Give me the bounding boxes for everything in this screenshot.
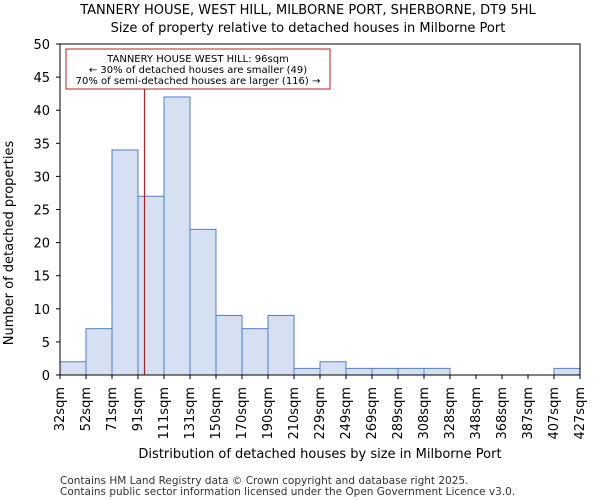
annotation-line-2: ← 30% of detached houses are smaller (49… — [89, 65, 307, 76]
x-ticks-group: 32sqm 52sqm 71sqm 91sqm 111sqm 131sqm 150sqm 17… — [53, 375, 588, 440]
footer-line-2: Contains public sector information licen… — [60, 486, 515, 498]
annotation-line-3: 70% of semi-detached houses are larger (… — [76, 76, 321, 87]
bar-71sqm — [111, 149, 139, 376]
y-tick-label: 5 — [42, 336, 50, 351]
bar-407sqm — [553, 367, 581, 376]
x-tick-label: 289sqm — [391, 387, 406, 440]
y-axis-label: Number of detached properties — [2, 141, 17, 346]
bar-91sqm — [137, 195, 165, 376]
bar-32sqm — [59, 361, 87, 376]
annotation-box — [65, 48, 331, 90]
bar-131sqm — [189, 228, 217, 376]
x-tick-label: 111sqm — [157, 387, 172, 440]
y-tick-label: 50 — [33, 38, 50, 53]
chart-subtitle: Size of property relative to detached ho… — [111, 21, 506, 36]
bar-308sqm — [423, 367, 451, 376]
bar-249sqm — [345, 367, 373, 376]
bar-229sqm — [319, 361, 347, 376]
x-tick-label: 190sqm — [261, 387, 276, 440]
bar-210sqm — [293, 367, 321, 376]
x-tick-label: 91sqm — [131, 387, 146, 431]
annotation-line-1: TANNERY HOUSE WEST HILL: 96sqm — [106, 54, 289, 65]
x-tick-label: 427sqm — [573, 387, 588, 440]
x-tick-label: 407sqm — [547, 387, 562, 440]
y-tick-label: 15 — [33, 270, 50, 285]
x-tick-label: 249sqm — [339, 387, 354, 440]
y-ticks-group: 0 5 10 15 20 25 30 35 40 45 50 — [33, 38, 60, 384]
x-tick-label: 229sqm — [313, 387, 328, 440]
y-tick-label: 10 — [33, 303, 50, 318]
chart-title: TANNERY HOUSE, WEST HILL, MILBORNE PORT,… — [79, 3, 536, 18]
x-tick-label: 368sqm — [495, 387, 510, 440]
x-tick-label: 150sqm — [209, 387, 224, 440]
x-tick-label: 71sqm — [105, 387, 120, 431]
plot-frame — [59, 43, 581, 376]
bar-150sqm — [215, 314, 243, 376]
x-tick-label: 210sqm — [287, 387, 302, 440]
y-tick-label: 45 — [33, 71, 50, 86]
y-tick-label: 30 — [33, 170, 50, 185]
footer-line-1: Contains HM Land Registry data © Crown c… — [60, 475, 468, 487]
y-tick-label: 40 — [33, 104, 50, 119]
x-tick-label: 131sqm — [183, 387, 198, 440]
x-tick-label: 387sqm — [521, 387, 536, 440]
x-tick-label: 308sqm — [417, 387, 432, 440]
bar-269sqm — [371, 367, 399, 376]
bars-group — [59, 96, 581, 376]
x-tick-label: 348sqm — [469, 387, 484, 440]
y-tick-label: 25 — [33, 204, 50, 219]
bar-190sqm — [267, 314, 295, 376]
bar-52sqm — [85, 328, 113, 376]
x-tick-label: 32sqm — [53, 387, 68, 431]
x-axis-label: Distribution of detached houses by size … — [138, 447, 501, 462]
y-tick-label: 0 — [42, 369, 50, 384]
x-tick-label: 328sqm — [443, 387, 458, 440]
bar-170sqm — [241, 328, 269, 376]
x-tick-label: 170sqm — [235, 387, 250, 440]
bar-111sqm — [163, 96, 191, 376]
bar-289sqm — [397, 367, 425, 376]
x-tick-label: 269sqm — [365, 387, 380, 440]
x-tick-label: 52sqm — [79, 387, 94, 431]
y-tick-label: 20 — [33, 237, 50, 252]
y-tick-label: 35 — [33, 137, 50, 152]
